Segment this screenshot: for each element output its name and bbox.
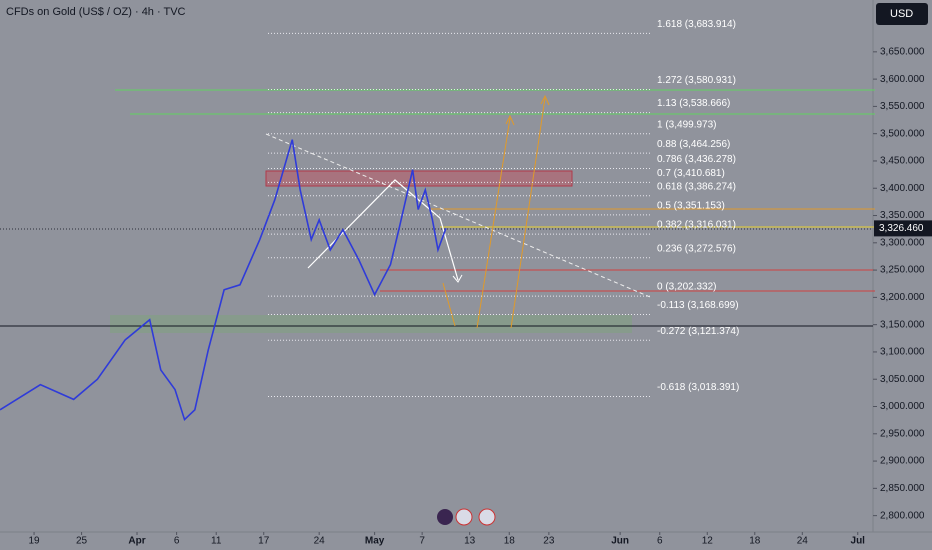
fib-label: -0.113 (3,168.699) [657,300,739,311]
y-tick-label: 3,500.000 [880,128,925,139]
last-price-label: 3,326.460 [879,223,924,234]
y-tick-label: 3,200.000 [880,292,925,303]
x-tick-label: 24 [797,536,809,547]
fib-label: 0.7 (3,410.681) [657,168,725,179]
x-tick-label: 23 [543,536,555,547]
x-tick-label: Jul [851,536,866,547]
arrow-head [452,274,463,283]
y-tick-label: 2,850.000 [880,483,925,494]
x-tick-label: May [365,536,385,547]
x-tick-label: 6 [657,536,663,547]
y-tick-label: 3,650.000 [880,46,925,57]
x-tick-label: 17 [258,536,270,547]
fib-label: 1.272 (3,580.931) [657,75,736,86]
y-tick-label: 3,450.000 [880,156,925,167]
x-tick-label: 11 [211,536,222,547]
x-tick-label: 18 [504,536,516,547]
y-tick-label: 3,050.000 [880,374,925,385]
chart-title: CFDs on Gold (US$ / OZ) · 4h · TVC [6,6,186,18]
y-tick-label: 3,300.000 [880,237,925,248]
fib-label: 1.13 (3,538.666) [657,98,730,109]
arrow [510,97,546,329]
y-tick-label: 2,800.000 [880,510,925,521]
currency-label: USD [890,8,913,20]
arrow-head [540,94,550,106]
arrow-head [505,114,515,126]
y-tick-label: 3,400.000 [880,183,925,194]
y-tick-label: 3,350.000 [880,210,925,221]
y-tick-label: 3,250.000 [880,265,925,276]
fib-label: 0.618 (3,386.274) [657,181,736,192]
fib-label: 0.786 (3,436.278) [657,154,736,165]
y-tick-label: 2,900.000 [880,456,925,467]
arrow [476,117,511,329]
x-tick-label: Apr [128,536,145,547]
fib-label: 0.5 (3,351.153) [657,201,725,212]
x-tick-label: 24 [314,536,326,547]
currency-button[interactable] [876,3,928,25]
y-tick-label: 3,000.000 [880,401,925,412]
x-tick-label: 19 [28,536,40,547]
fib-label: 0 (3,202.332) [657,282,717,293]
x-tick-label: 13 [464,536,476,547]
event-icon[interactable] [455,508,473,526]
price-line [0,139,447,422]
x-tick-label: 25 [76,536,88,547]
y-tick-label: 2,950.000 [880,428,925,439]
y-tick-label: 3,550.000 [880,101,925,112]
fib-label: 0.382 (3,316.031) [657,220,736,231]
event-icon[interactable] [437,509,453,525]
arrow [442,282,456,327]
x-tick-label: 18 [749,536,761,547]
x-tick-label: 7 [419,536,425,547]
y-tick-label: 3,100.000 [880,347,925,358]
y-tick-label: 3,600.000 [880,74,925,85]
demand-zone [110,315,632,333]
y-tick-label: 3,150.000 [880,319,925,330]
x-tick-label: 12 [702,536,714,547]
fib-label: -0.618 (3,018.391) [657,382,739,393]
fib-label: 0.236 (3,272.576) [657,243,736,254]
fib-label: 1 (3,499.973) [657,119,717,130]
last-price-tag [874,220,932,237]
fib-label: -0.272 (3,121.374) [657,326,739,337]
x-tick-label: 6 [174,536,180,547]
fib-label: 1.618 (3,683.914) [657,19,736,30]
arrow [439,217,459,281]
supply-zone [265,170,573,187]
event-icon[interactable] [478,508,496,526]
x-tick-label: Jun [611,536,629,547]
fib-label: 0.88 (3,464.256) [657,139,730,150]
